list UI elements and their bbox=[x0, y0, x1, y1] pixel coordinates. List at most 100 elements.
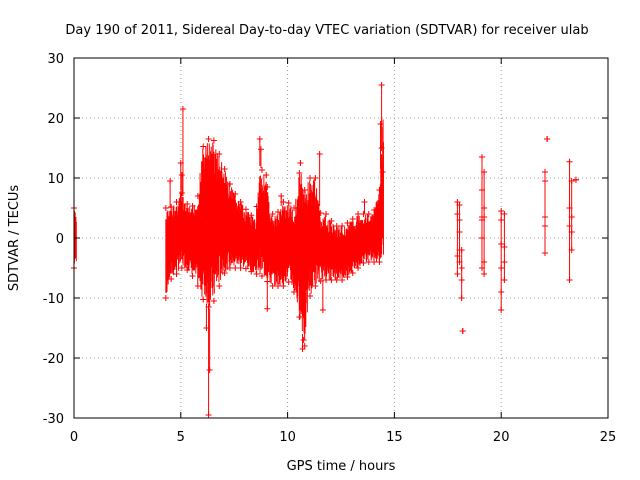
data-point bbox=[285, 200, 292, 206]
data-point bbox=[360, 211, 367, 217]
tick-layer: 0 5 10 15 20 25 -30 -20 -10 0 10 20 30 bbox=[43, 52, 617, 445]
data-point bbox=[291, 205, 298, 211]
data-point bbox=[365, 211, 372, 217]
data-point bbox=[501, 211, 508, 217]
data-point bbox=[568, 229, 575, 235]
data-point bbox=[200, 296, 207, 303]
data-point bbox=[333, 277, 340, 283]
data-point bbox=[349, 216, 356, 222]
data-point bbox=[501, 277, 508, 283]
data-point bbox=[376, 187, 383, 193]
data-point bbox=[541, 178, 548, 184]
data-point bbox=[221, 166, 228, 172]
data-point bbox=[481, 169, 488, 175]
data-point bbox=[481, 271, 488, 277]
data-point bbox=[269, 211, 276, 217]
data-point bbox=[355, 211, 362, 217]
data-point bbox=[323, 211, 330, 217]
data-point bbox=[210, 298, 217, 304]
x-axis-label: GPS time / hours bbox=[287, 459, 396, 474]
data-point bbox=[184, 201, 191, 207]
x-tick-label: 25 bbox=[600, 430, 617, 445]
data-point bbox=[328, 218, 335, 224]
data-point bbox=[541, 214, 548, 220]
data-point bbox=[454, 271, 461, 277]
data-point bbox=[481, 259, 488, 265]
data-point bbox=[481, 214, 488, 220]
data-point bbox=[456, 217, 463, 223]
data-point bbox=[333, 223, 340, 229]
y-tick-label: 30 bbox=[47, 52, 64, 67]
y-tick-label: 0 bbox=[56, 232, 64, 247]
data-point bbox=[194, 193, 201, 199]
data-point bbox=[566, 158, 573, 165]
data-point bbox=[458, 247, 465, 253]
data-point bbox=[296, 314, 303, 320]
data-point bbox=[253, 271, 260, 277]
data-point bbox=[307, 175, 314, 181]
x-tick-label: 15 bbox=[386, 430, 403, 445]
data-point bbox=[226, 181, 233, 187]
data-point bbox=[296, 170, 303, 176]
data-point bbox=[568, 178, 575, 184]
data-point bbox=[307, 293, 314, 299]
data-point bbox=[323, 277, 330, 283]
data-point bbox=[237, 199, 244, 205]
data-point bbox=[541, 250, 548, 256]
data-point bbox=[280, 283, 287, 289]
data-point bbox=[376, 259, 383, 265]
data-point bbox=[232, 191, 239, 197]
data-point bbox=[285, 279, 292, 285]
data-point bbox=[200, 143, 207, 150]
data-point bbox=[258, 167, 265, 173]
data-point bbox=[498, 307, 505, 313]
data-point bbox=[566, 277, 573, 283]
data-point bbox=[498, 265, 505, 271]
data-point bbox=[189, 203, 196, 209]
data-point bbox=[178, 265, 185, 271]
data-point bbox=[456, 202, 463, 208]
y-tick-label: -10 bbox=[43, 292, 64, 307]
data-point bbox=[339, 223, 346, 229]
data-point bbox=[248, 268, 255, 275]
data-point bbox=[242, 206, 249, 213]
data-point bbox=[458, 265, 465, 271]
data-point bbox=[232, 265, 239, 271]
y-tick-label: -30 bbox=[43, 412, 64, 427]
data-point bbox=[544, 136, 551, 142]
data-point bbox=[339, 277, 346, 283]
data-point bbox=[264, 184, 271, 190]
y-tick-label: 20 bbox=[47, 112, 64, 127]
data-point bbox=[216, 283, 223, 289]
data-point bbox=[162, 205, 169, 211]
x-tick-label: 10 bbox=[279, 430, 296, 445]
data-point bbox=[162, 295, 169, 301]
data-point bbox=[478, 154, 485, 160]
data-point bbox=[226, 265, 233, 271]
data-point bbox=[242, 265, 249, 272]
data-point bbox=[498, 289, 505, 295]
data-point bbox=[312, 175, 319, 181]
data-point bbox=[371, 207, 378, 213]
data-point bbox=[258, 273, 265, 279]
data-point bbox=[312, 283, 319, 289]
data-point bbox=[216, 151, 223, 157]
data-point bbox=[189, 273, 196, 279]
x-tick-label: 0 bbox=[70, 430, 78, 445]
data-point bbox=[568, 214, 575, 220]
data-point bbox=[184, 267, 191, 273]
x-tick-label: 5 bbox=[177, 430, 185, 445]
data-point bbox=[498, 208, 505, 214]
data-point bbox=[501, 259, 508, 265]
data-point bbox=[365, 259, 372, 265]
data-point bbox=[301, 187, 308, 193]
data-layer bbox=[71, 82, 579, 418]
data-point bbox=[498, 217, 505, 223]
data-point bbox=[237, 265, 244, 271]
data-point bbox=[300, 337, 307, 343]
data-point bbox=[501, 244, 508, 250]
data-point bbox=[194, 283, 201, 289]
y-tick-label: 10 bbox=[47, 172, 64, 187]
y-axis-label: SDTVAR / TECUs bbox=[7, 185, 22, 292]
data-point bbox=[168, 276, 175, 282]
